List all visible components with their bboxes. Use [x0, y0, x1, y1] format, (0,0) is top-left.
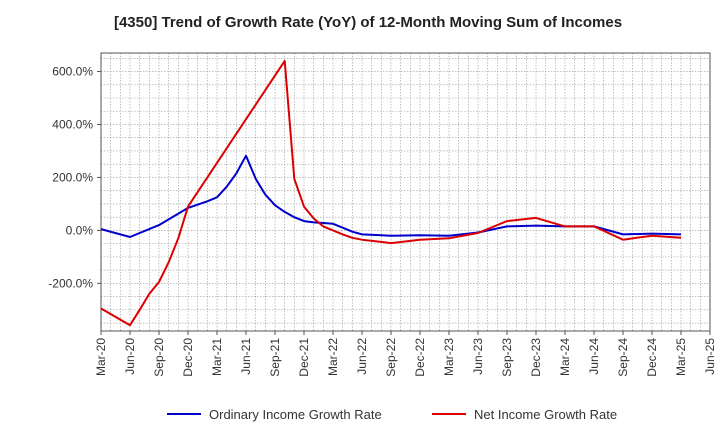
y-tick-labels: 600.0% 400.0% 200.0% 0.0% -200.0% — [48, 65, 101, 290]
series-line-net-income — [100, 59, 682, 327]
y-tick-label: -200.0% — [48, 276, 93, 290]
x-tick-label: Jun-25 — [703, 338, 717, 375]
plot-frame — [100, 52, 711, 332]
x-tick-label: Dec-22 — [413, 338, 427, 377]
x-tick-label: Dec-24 — [645, 338, 659, 377]
x-tick-label: Mar-25 — [674, 338, 688, 376]
x-tick-label: Sep-24 — [616, 338, 630, 377]
y-tick-label: 400.0% — [52, 117, 93, 131]
x-tick-label: Jun-24 — [587, 338, 601, 375]
legend: Ordinary Income Growth Rate Net Income G… — [167, 407, 617, 422]
plot-area — [101, 53, 710, 331]
series-lines — [100, 59, 682, 327]
y-gridlines — [101, 57, 710, 324]
legend-label-ordinary-income: Ordinary Income Growth Rate — [209, 407, 382, 422]
y-tick-label: 0.0% — [66, 223, 94, 237]
x-tick-label: Mar-23 — [442, 338, 456, 376]
y-tick-label: 200.0% — [52, 170, 93, 184]
x-gridlines — [100, 53, 711, 331]
x-tick-label: Sep-20 — [152, 338, 166, 377]
x-tick-label: Dec-21 — [297, 338, 311, 377]
x-tick-label: Jun-21 — [239, 338, 253, 375]
x-tick-label: Dec-20 — [181, 338, 195, 377]
x-tick-label: Jun-23 — [471, 338, 485, 375]
x-tick-label: Sep-22 — [384, 338, 398, 377]
x-tick-label: Jun-22 — [355, 338, 369, 375]
x-tick-label: Jun-20 — [123, 338, 137, 375]
x-tick-label: Sep-21 — [268, 338, 282, 377]
x-tick-label: Dec-23 — [529, 338, 543, 377]
x-tick-label: Sep-23 — [500, 338, 514, 377]
x-tick-label: Mar-22 — [326, 338, 340, 376]
chart-title: [4350] Trend of Growth Rate (YoY) of 12-… — [114, 14, 622, 31]
x-tick-label: Mar-21 — [210, 338, 224, 376]
legend-label-net-income: Net Income Growth Rate — [474, 407, 617, 422]
x-tick-labels: Mar-20 Jun-20 Sep-20 Dec-20 Mar-21 Jun-21 Sep-… — [94, 331, 717, 377]
x-tick-label: Mar-24 — [558, 338, 572, 376]
x-tick-label: Mar-20 — [94, 338, 108, 376]
y-tick-label: 600.0% — [52, 65, 93, 79]
